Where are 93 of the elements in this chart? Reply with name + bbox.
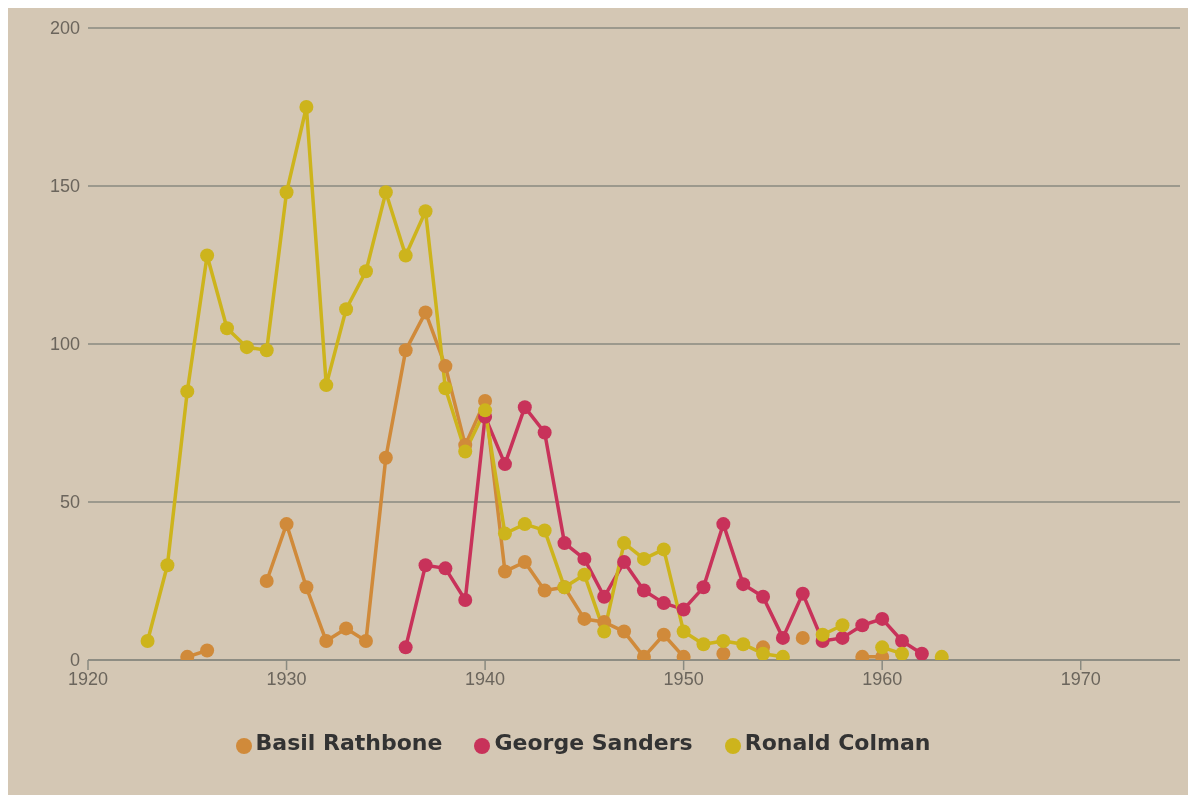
point — [517, 400, 532, 415]
point — [339, 621, 354, 636]
point — [497, 564, 512, 579]
point — [597, 589, 612, 604]
point — [597, 624, 612, 639]
y-tick-label: 50 — [59, 492, 80, 513]
legend-label: Ronald Colman — [744, 730, 931, 755]
point — [795, 586, 810, 601]
point — [438, 359, 453, 374]
y-tick-label: 100 — [49, 334, 80, 355]
point — [398, 248, 413, 263]
point — [219, 321, 234, 336]
point — [577, 567, 592, 582]
point — [835, 630, 850, 645]
x-tick-label: 1950 — [663, 668, 704, 689]
point — [577, 611, 592, 626]
point — [438, 381, 453, 396]
y-tick-label: 0 — [69, 650, 80, 671]
point — [358, 634, 373, 649]
point — [636, 583, 651, 598]
point — [259, 574, 274, 588]
point — [279, 185, 294, 200]
legend-label: George Sanders — [494, 730, 693, 755]
point — [299, 100, 314, 114]
point — [418, 204, 433, 219]
point — [398, 640, 413, 655]
point — [617, 536, 632, 551]
point — [656, 627, 671, 642]
point — [180, 384, 195, 399]
point — [200, 643, 215, 658]
point — [200, 248, 215, 263]
point — [875, 611, 890, 626]
point — [756, 646, 771, 660]
point — [855, 618, 870, 633]
point — [537, 583, 552, 598]
point — [636, 551, 651, 566]
point — [656, 542, 671, 557]
point — [378, 450, 393, 465]
point — [815, 627, 830, 642]
point — [418, 558, 433, 573]
point — [895, 646, 910, 660]
x-tick-label: 1970 — [1060, 668, 1101, 689]
point — [617, 555, 632, 570]
point — [279, 517, 294, 532]
point — [478, 403, 493, 418]
point — [617, 624, 632, 639]
point — [835, 618, 850, 633]
point — [339, 302, 354, 317]
point — [736, 577, 751, 592]
point — [358, 264, 373, 279]
point — [319, 378, 334, 393]
point — [239, 340, 254, 355]
point — [517, 555, 532, 570]
point — [716, 517, 731, 532]
point — [378, 185, 393, 200]
point — [696, 580, 711, 595]
point — [557, 536, 572, 551]
point — [497, 457, 512, 472]
point — [140, 634, 155, 649]
x-tick-label: 1930 — [266, 668, 307, 689]
point — [736, 637, 751, 652]
point — [418, 305, 433, 320]
point — [160, 558, 175, 573]
point — [517, 517, 532, 532]
point — [795, 630, 810, 645]
x-tick-label: 1920 — [67, 668, 109, 689]
point — [458, 444, 473, 459]
point — [537, 425, 552, 440]
y-tick-label: 200 — [49, 18, 80, 39]
point — [319, 634, 334, 649]
point — [676, 624, 691, 639]
x-tick-label: 1940 — [465, 668, 506, 689]
point — [537, 523, 552, 538]
point — [259, 343, 274, 358]
x-tick-label: 1960 — [862, 668, 903, 689]
y-tick-label: 150 — [49, 176, 80, 197]
point — [895, 634, 910, 649]
point — [676, 602, 691, 617]
point — [497, 526, 512, 541]
point — [438, 561, 453, 576]
point — [696, 637, 711, 652]
point — [716, 634, 731, 649]
point — [914, 646, 929, 660]
point — [656, 596, 671, 611]
point — [398, 343, 413, 358]
point — [577, 551, 592, 566]
point — [458, 592, 473, 607]
point — [756, 589, 771, 604]
point — [775, 630, 790, 645]
point — [716, 646, 731, 660]
legend-label: Basil Rathbone — [255, 730, 443, 755]
point — [299, 580, 314, 595]
point — [875, 640, 890, 655]
